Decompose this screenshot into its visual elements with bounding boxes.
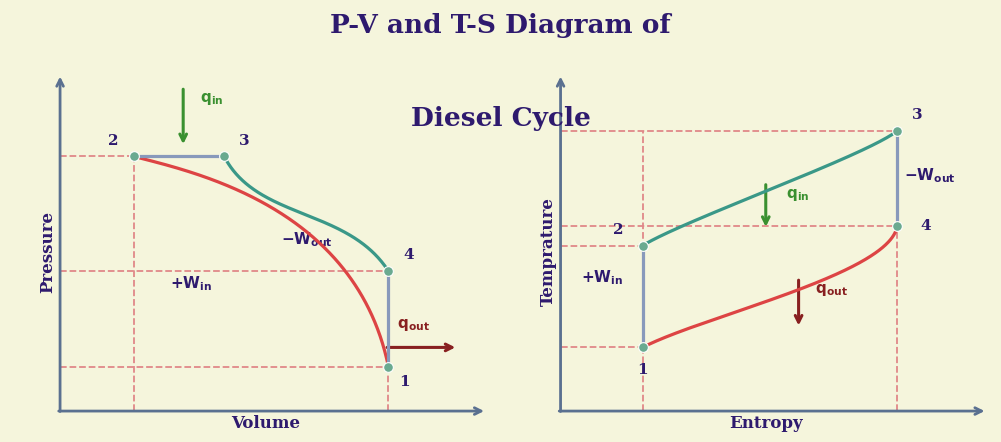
X-axis label: Entropy: Entropy	[729, 415, 803, 432]
Y-axis label: Pressure: Pressure	[39, 211, 56, 293]
Text: 2: 2	[108, 133, 119, 148]
Text: $\mathbf{q_{out}}$: $\mathbf{q_{out}}$	[396, 317, 429, 333]
Text: 1: 1	[399, 375, 410, 389]
Text: Diesel Cycle: Diesel Cycle	[410, 106, 591, 131]
Text: 3: 3	[239, 133, 250, 148]
Text: $\mathbf{q_{out}}$: $\mathbf{q_{out}}$	[815, 282, 848, 298]
Text: $\mathbf{q_{in}}$: $\mathbf{q_{in}}$	[787, 187, 810, 202]
Text: 1: 1	[638, 363, 648, 377]
Text: $\mathbf{-W_{out}}$: $\mathbf{-W_{out}}$	[904, 166, 956, 185]
Text: $\mathbf{+W_{in}}$: $\mathbf{+W_{in}}$	[170, 274, 212, 293]
Text: 4: 4	[921, 220, 931, 233]
Text: $\mathbf{q_{in}}$: $\mathbf{q_{in}}$	[199, 91, 223, 107]
X-axis label: Volume: Volume	[231, 415, 299, 432]
Text: $\mathbf{-W_{out}}$: $\mathbf{-W_{out}}$	[280, 230, 332, 248]
Text: 3: 3	[912, 108, 923, 122]
Y-axis label: Temprature: Temprature	[540, 198, 557, 306]
Text: $\mathbf{+W_{in}}$: $\mathbf{+W_{in}}$	[581, 268, 623, 287]
Text: P-V and T-S Diagram of: P-V and T-S Diagram of	[330, 13, 671, 38]
Text: 4: 4	[403, 248, 414, 262]
Text: 2: 2	[613, 223, 624, 236]
